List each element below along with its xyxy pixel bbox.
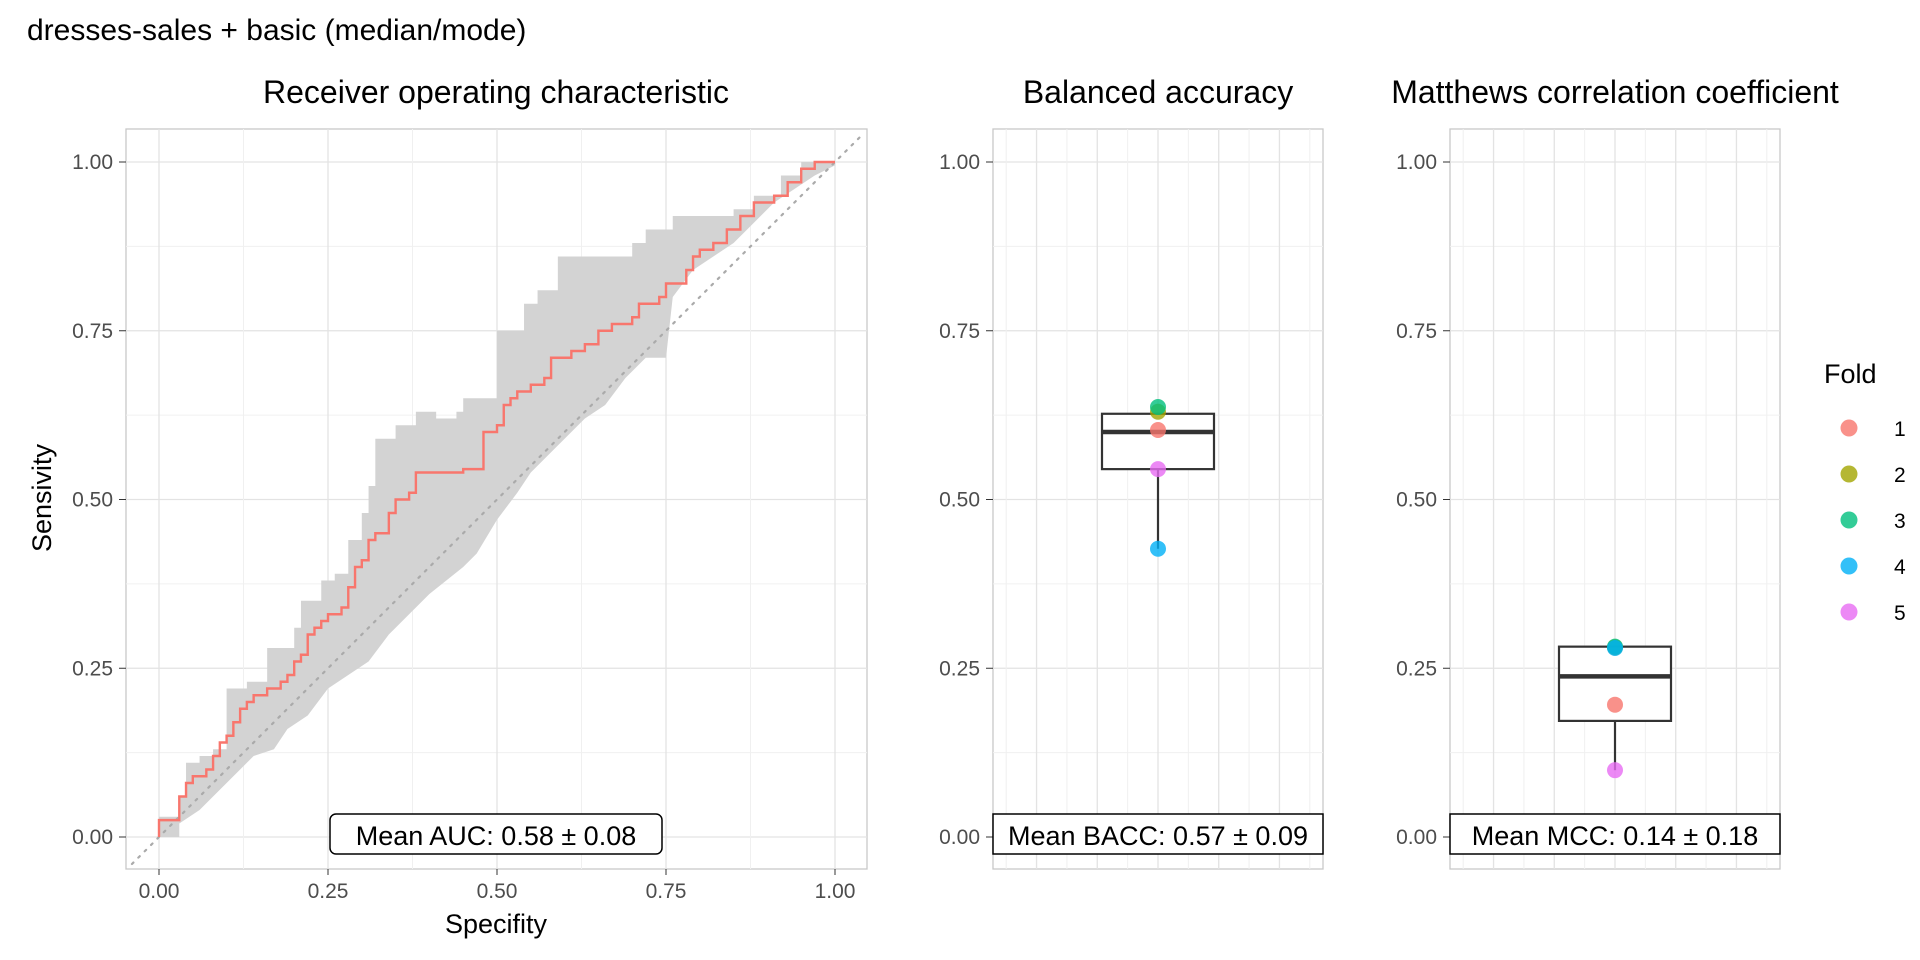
x-tick-label: 0.75 [646, 880, 687, 903]
x-tick-label: 0.50 [477, 880, 518, 903]
mcc-point-fold-4 [1607, 640, 1623, 656]
mcc-plot [1557, 638, 1673, 779]
legend-key-4 [1840, 557, 1858, 575]
roc-x-label: Specifity [445, 909, 548, 939]
legend-key-1 [1840, 419, 1858, 437]
bacc-annotation-text: Mean BACC: 0.57 ± 0.09 [1008, 821, 1308, 851]
y-tick-label: 0.00 [1396, 826, 1437, 849]
y-tick-label: 1.00 [939, 151, 980, 174]
mcc-point-fold-1 [1607, 696, 1623, 713]
y-tick-label: 0.25 [1396, 657, 1437, 680]
roc-x-ticks: 0.00 0.25 0.50 0.75 1.00 [139, 869, 856, 903]
legend-label-5: 5 [1894, 602, 1906, 625]
legend-label-2: 2 [1894, 464, 1906, 487]
bacc-annotation-box [992, 813, 1324, 855]
bacc-point-fold-3 [1150, 399, 1166, 416]
roc-annotation-text: Mean AUC: 0.58 ± 0.08 [356, 821, 636, 851]
bacc-point-fold-4 [1150, 540, 1166, 557]
y-tick-label: 0.50 [72, 489, 113, 512]
roc-curve [157, 160, 835, 837]
y-tick-label: 0.50 [1396, 489, 1437, 512]
mcc-annotation-box [1449, 813, 1781, 855]
mcc-annotation-text: Mean MCC: 0.14 ± 0.18 [1472, 821, 1758, 851]
roc-plot [130, 133, 864, 866]
legend-key-2 [1840, 465, 1858, 483]
y-tick-label: 0.75 [72, 320, 113, 343]
bacc-point-fold-1 [1150, 421, 1166, 438]
y-tick-label: 0.00 [939, 826, 980, 849]
x-tick-label: 0.00 [139, 880, 180, 903]
mcc-panel: Matthews correlation coefficient 0.00 0.2… [1391, 74, 1839, 870]
legend: Fold 1 2 3 4 5 [1824, 359, 1906, 625]
mcc-title: Matthews correlation coefficient [1391, 74, 1839, 110]
legend-label-4: 4 [1894, 556, 1906, 579]
y-tick-label: 0.00 [72, 826, 113, 849]
legend-title: Fold [1824, 359, 1877, 389]
y-tick-label: 0.25 [72, 657, 113, 680]
roc-y-label: Sensivity [27, 443, 57, 552]
legend-label-1: 1 [1894, 418, 1906, 441]
y-tick-label: 0.50 [939, 489, 980, 512]
legend-key-5 [1840, 603, 1858, 621]
y-tick-label: 0.75 [1396, 320, 1437, 343]
y-tick-label: 0.25 [939, 657, 980, 680]
roc-annotation: Mean AUC: 0.58 ± 0.08 [329, 813, 663, 855]
y-tick-label: 1.00 [1396, 151, 1437, 174]
mcc-point-fold-5 [1607, 762, 1623, 779]
roc-diagonal-reference [130, 133, 864, 866]
bacc-annotation: Mean BACC: 0.57 ± 0.09 [992, 813, 1324, 855]
bacc-plot [1100, 399, 1216, 557]
bacc-point-fold-5 [1150, 461, 1166, 478]
bacc-title: Balanced accuracy [1023, 74, 1293, 110]
x-tick-label: 1.00 [815, 880, 856, 903]
bacc-panel: Balanced accuracy 0.00 0.25 0.50 0.75 1.00 M… [939, 74, 1324, 870]
roc-title: Receiver operating characteristic [263, 74, 729, 110]
roc-annotation-box [329, 813, 663, 855]
figure-title: dresses-sales + basic (median/mode) [27, 14, 526, 47]
legend-label-3: 3 [1894, 510, 1906, 533]
legend-key-3 [1840, 511, 1858, 529]
y-tick-label: 1.00 [72, 151, 113, 174]
mcc-annotation: Mean MCC: 0.14 ± 0.18 [1449, 813, 1781, 855]
y-tick-label: 0.75 [939, 320, 980, 343]
legend-items: 1 2 3 4 5 [1840, 418, 1906, 625]
roc-panel: Receiver operating characteristic 0.000.… [27, 74, 868, 939]
x-tick-label: 0.25 [308, 880, 349, 903]
mcc-y-ticks: 0.00 0.25 0.50 0.75 1.00 [1396, 151, 1450, 849]
bacc-y-ticks: 0.00 0.25 0.50 0.75 1.00 [939, 151, 993, 849]
roc-y-ticks: 0.00 0.25 0.50 0.75 1.00 [72, 151, 126, 849]
